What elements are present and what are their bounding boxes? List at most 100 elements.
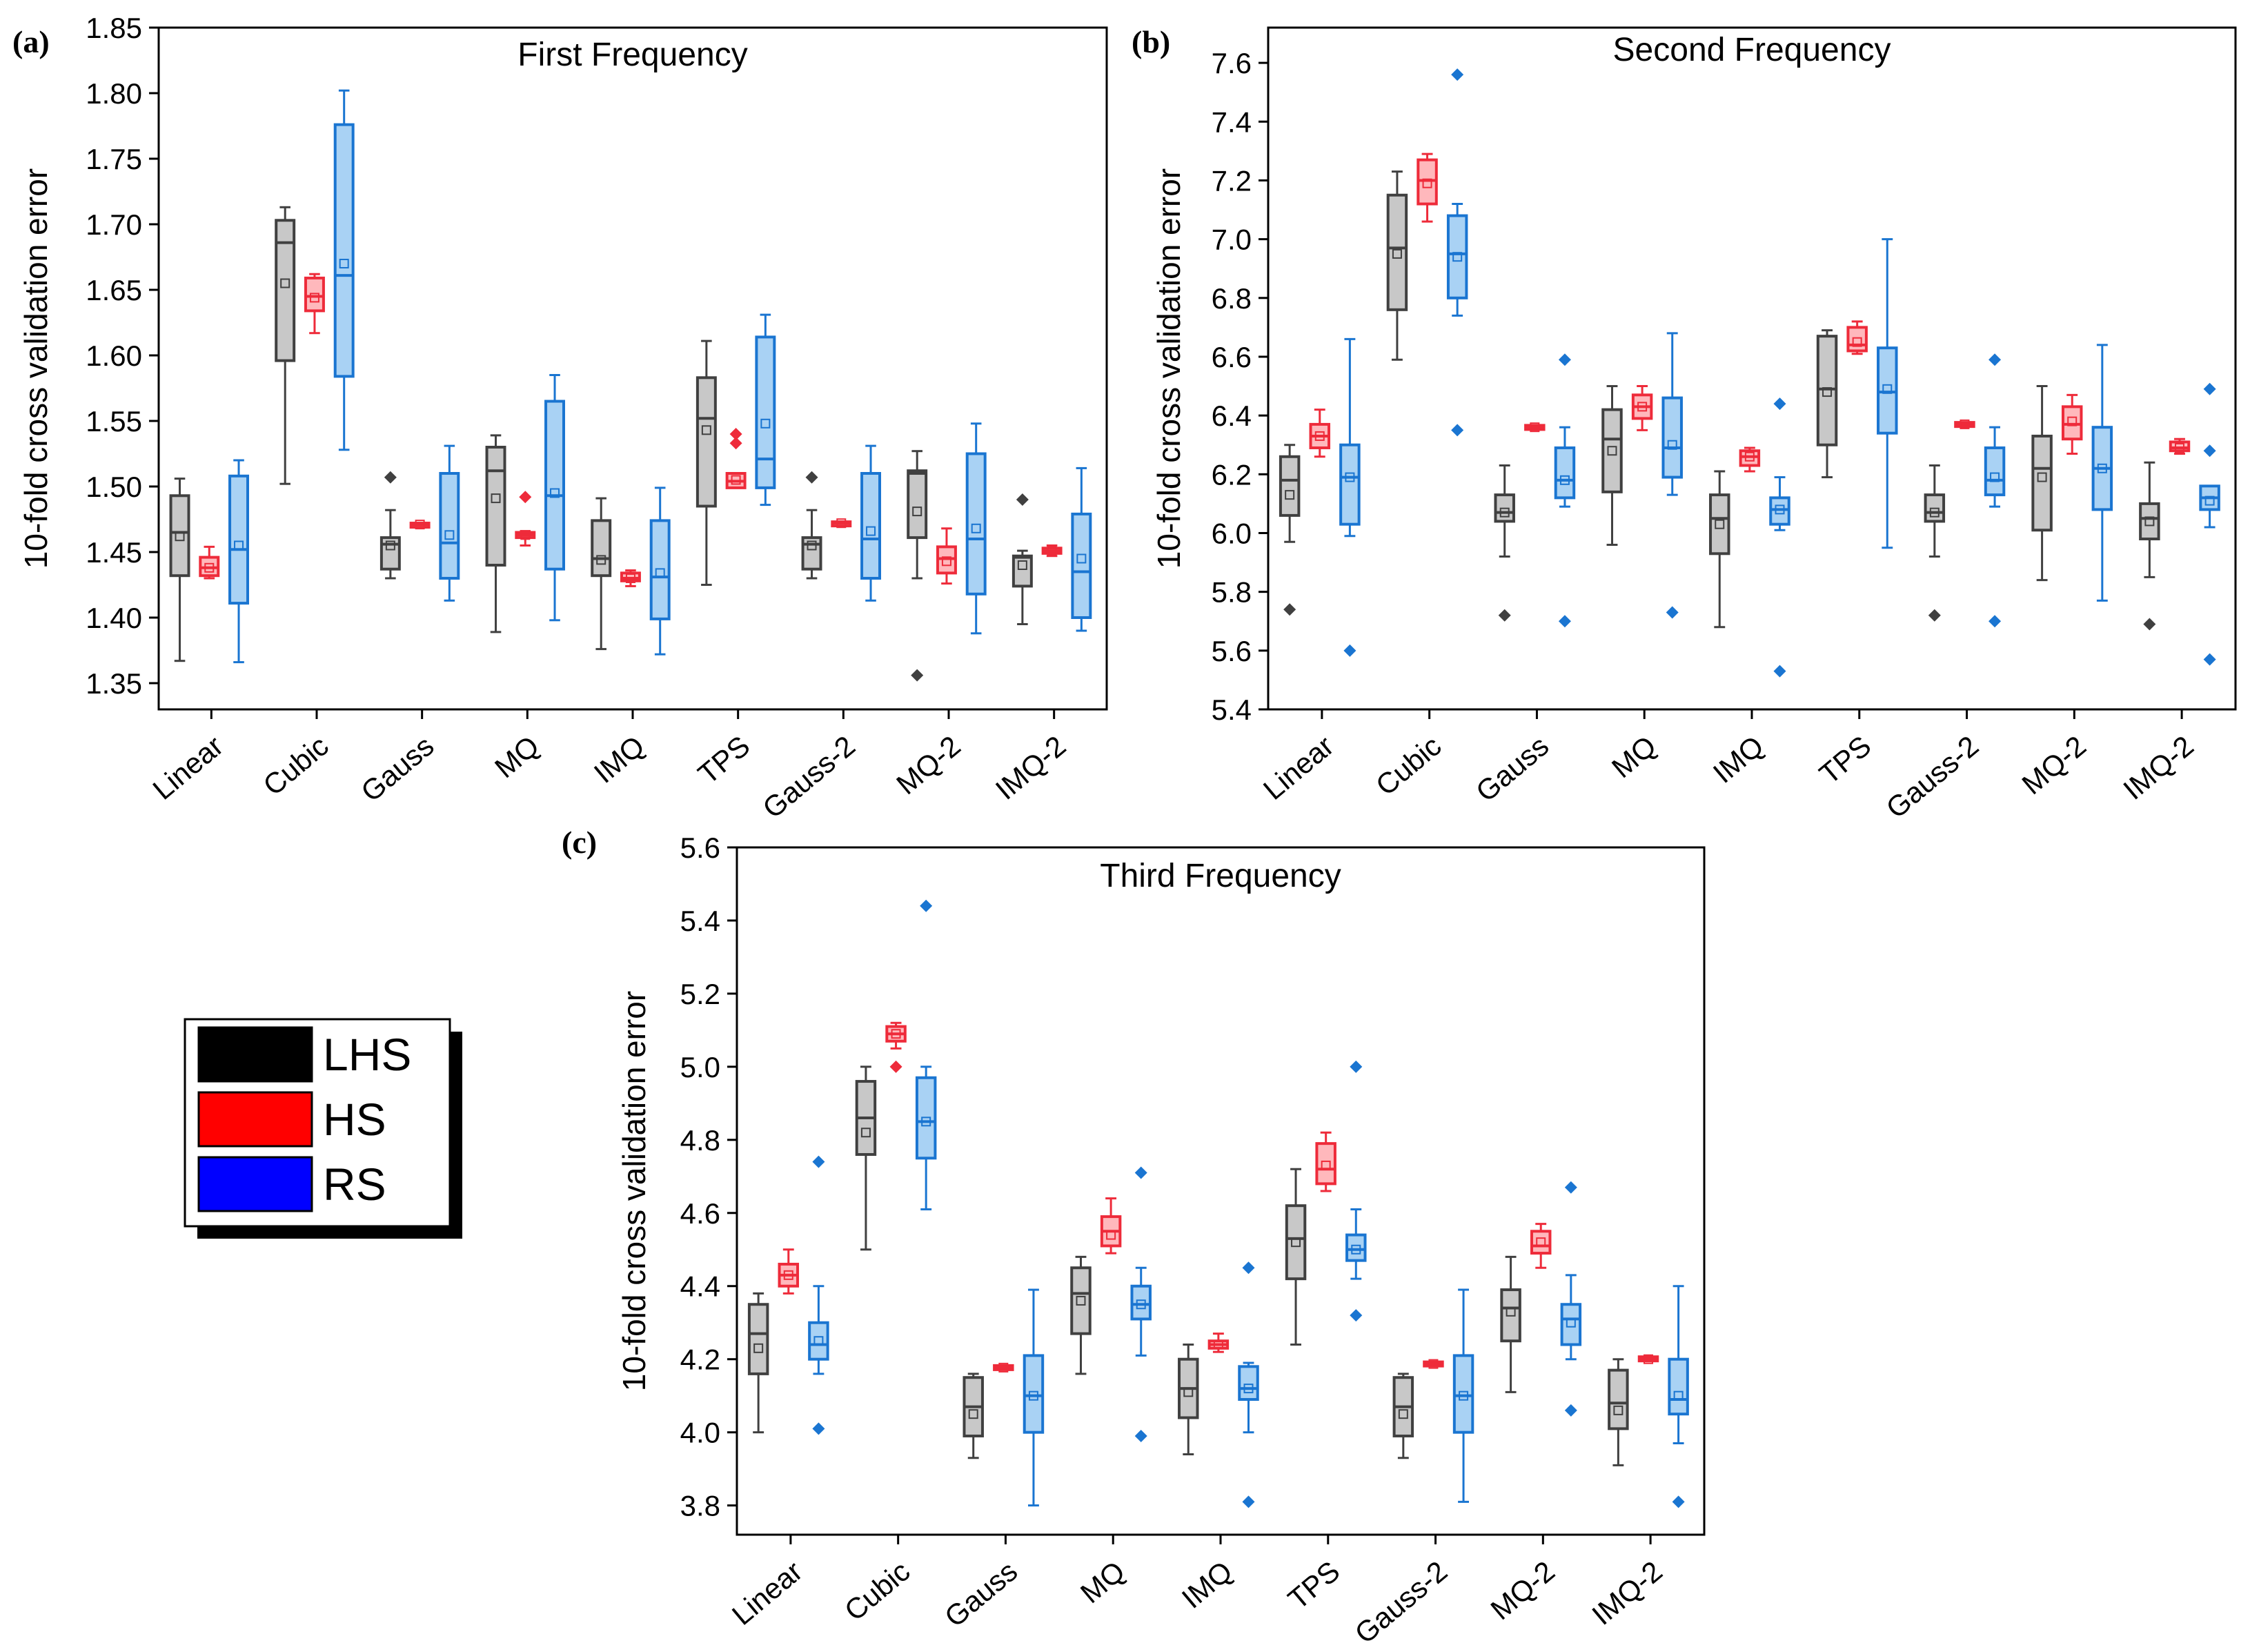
box-rs xyxy=(1562,1181,1580,1417)
iqr-box xyxy=(382,538,399,569)
box-lhs xyxy=(1014,493,1032,625)
box-lhs xyxy=(1388,172,1406,360)
outlier-point xyxy=(1928,609,1941,622)
iqr-box xyxy=(1556,448,1574,498)
box-hs xyxy=(1639,1355,1657,1364)
plot-frame xyxy=(159,28,1107,709)
box-rs xyxy=(1986,353,2004,627)
iqr-box xyxy=(2140,504,2158,539)
box-rs xyxy=(1669,1286,1687,1508)
box-rs xyxy=(1025,1290,1043,1506)
x-tick-label: TPS xyxy=(1813,729,1877,791)
box-lhs xyxy=(2033,386,2051,580)
outlier-point xyxy=(1989,615,2001,627)
iqr-box xyxy=(1418,160,1436,204)
box-lhs xyxy=(276,207,294,484)
box-lhs xyxy=(1281,445,1299,616)
outlier-point xyxy=(2204,383,2216,395)
y-tick-label: 1.60 xyxy=(86,340,142,372)
outlier-point xyxy=(1451,68,1463,81)
iqr-box xyxy=(1072,1268,1089,1333)
iqr-box xyxy=(1663,398,1681,478)
x-tick-label: IMQ-2 xyxy=(1586,1555,1668,1631)
outlier-point xyxy=(1135,1167,1147,1179)
x-tick-label: IMQ xyxy=(1176,1555,1239,1615)
iqr-box xyxy=(1710,495,1728,553)
box-lhs xyxy=(1394,1374,1412,1458)
y-tick-label: 6.8 xyxy=(1212,282,1252,315)
iqr-box xyxy=(1770,498,1788,524)
outlier-point xyxy=(1672,1495,1685,1508)
box-rs xyxy=(917,900,935,1210)
outlier-point xyxy=(2204,444,2216,457)
box-hs xyxy=(1532,1224,1550,1268)
x-tick-label: MQ xyxy=(1606,729,1662,784)
iqr-box xyxy=(171,495,189,576)
iqr-box xyxy=(440,473,458,578)
y-tick-label: 5.4 xyxy=(680,905,720,937)
iqr-box xyxy=(1072,514,1090,618)
box-lhs xyxy=(1818,331,1836,478)
panel-second-frequency: 5.4 5.6 5.8 6.0 6.2 6.4 6.6 6.8 7.0 7.2 7.4 7.6 Line… xyxy=(1132,24,2236,825)
iqr-box xyxy=(1454,1355,1472,1432)
box-lhs xyxy=(803,471,821,578)
box-rs xyxy=(967,424,985,633)
legend-label-rs: RS xyxy=(323,1159,386,1210)
x-tick-label: Cubic xyxy=(838,1555,916,1627)
box-rs xyxy=(1454,1290,1472,1502)
y-tick-label: 1.65 xyxy=(86,274,142,306)
box-lhs xyxy=(487,435,505,632)
outlier-point xyxy=(1989,353,2001,366)
y-tick-label: 1.80 xyxy=(86,77,142,110)
box-hs xyxy=(306,274,324,333)
iqr-box xyxy=(1532,1231,1550,1253)
y-tick-label: 1.75 xyxy=(86,143,142,175)
y-tick-label: 5.4 xyxy=(1212,694,1252,726)
box-rs xyxy=(1556,353,1574,627)
outlier-point xyxy=(1350,1309,1362,1321)
box-lhs xyxy=(1287,1169,1305,1344)
iqr-box xyxy=(487,447,505,565)
y-tick-label: 7.0 xyxy=(1212,224,1252,256)
panel-first-frequency: 1.351.401.451.501.551.601.651.701.751.80… xyxy=(12,12,1107,825)
x-tick-label: Gauss-2 xyxy=(1880,729,1985,825)
iqr-box xyxy=(592,520,610,576)
outlier-point xyxy=(1016,493,1029,506)
y-tick-label: 4.6 xyxy=(680,1197,720,1230)
x-tick-label: Gauss xyxy=(1470,729,1555,808)
box-lhs xyxy=(1501,1257,1519,1392)
box-hs xyxy=(2171,439,2189,453)
iqr-box xyxy=(1818,336,1836,445)
panel-label: (a) xyxy=(12,24,50,59)
outlier-point xyxy=(1283,603,1296,616)
y-tick-label: 5.0 xyxy=(680,1051,720,1083)
box-lhs xyxy=(382,471,399,578)
y-axis-label: 10-fold cross validation error xyxy=(18,168,54,569)
box-rs xyxy=(1878,239,1896,548)
iqr-box xyxy=(1025,1355,1043,1432)
iqr-box xyxy=(698,377,716,506)
box-hs xyxy=(938,529,956,584)
box-rs xyxy=(1341,339,1359,656)
outlier-point xyxy=(384,471,397,484)
x-tick-label: IMQ xyxy=(588,729,651,789)
legend: LHSHSRS xyxy=(185,1019,462,1239)
y-tick-label: 6.0 xyxy=(1212,517,1252,549)
x-tick-label: Gauss-2 xyxy=(1349,1555,1454,1650)
box-rs xyxy=(1448,68,1466,436)
box-lhs xyxy=(964,1374,982,1458)
box-lhs xyxy=(2140,462,2158,630)
plot-frame xyxy=(737,847,1704,1535)
box-rs xyxy=(440,446,458,600)
x-tick-label: Gauss xyxy=(938,1555,1023,1633)
y-tick-label: 5.6 xyxy=(1212,635,1252,667)
outlier-point xyxy=(812,1422,825,1435)
x-tick-label: IMQ-2 xyxy=(989,729,1072,806)
y-tick-label: 1.50 xyxy=(86,471,142,503)
box-hs xyxy=(1316,1132,1334,1191)
iqr-box xyxy=(1562,1304,1580,1344)
iqr-box xyxy=(1448,216,1466,298)
box-rs xyxy=(1663,333,1681,619)
outlier-point xyxy=(1243,1261,1255,1274)
box-rs xyxy=(546,375,564,620)
